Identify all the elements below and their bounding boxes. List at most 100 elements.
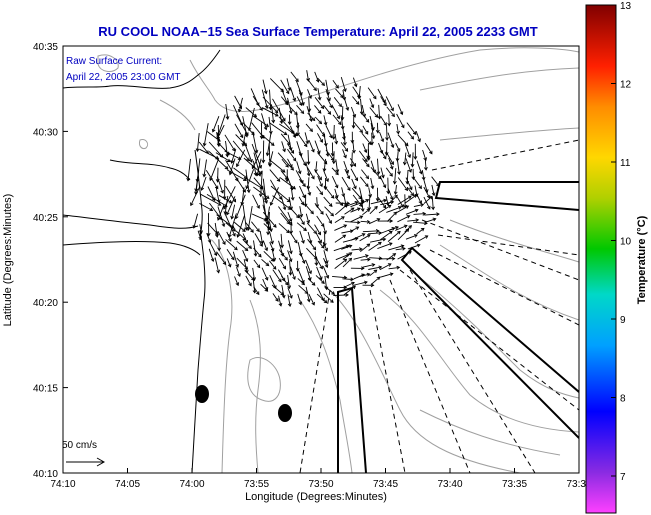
- current-vector-head: [215, 234, 219, 238]
- current-vector-head: [391, 256, 396, 261]
- current-vector-head: [378, 241, 382, 246]
- current-vector-head: [290, 166, 294, 171]
- current-vector-head: [372, 95, 377, 100]
- current-vector-head: [359, 203, 363, 208]
- current-vector-head: [192, 224, 197, 229]
- current-vector-head: [222, 241, 226, 245]
- current-vector-head: [224, 165, 229, 170]
- current-vector: [352, 86, 361, 98]
- current-vector: [323, 158, 327, 172]
- current-vector: [316, 197, 318, 208]
- bathymetry-contour: [249, 299, 261, 473]
- current-vector: [308, 97, 310, 112]
- current-vector-head: [389, 272, 394, 277]
- current-vector: [406, 169, 409, 184]
- current-vector: [306, 185, 311, 196]
- current-vector-head: [260, 240, 264, 245]
- current-vector-head: [337, 121, 342, 126]
- current-vector: [228, 213, 237, 238]
- current-vector-head: [210, 258, 215, 263]
- current-vector-head: [417, 138, 421, 143]
- bathymetry-contour: [247, 357, 281, 402]
- current-vector-head: [258, 253, 262, 258]
- current-vector: [233, 221, 246, 232]
- current-vector: [415, 130, 421, 142]
- current-vector-head: [334, 140, 339, 145]
- current-vector-head: [217, 247, 222, 252]
- current-vector-head: [243, 177, 247, 182]
- current-vector-head: [301, 260, 306, 265]
- current-vector: [278, 257, 286, 269]
- current-vector: [208, 248, 214, 262]
- current-vector-head: [359, 111, 364, 115]
- current-vector-head: [232, 198, 237, 203]
- current-vector: [238, 97, 243, 112]
- current-vector-head: [385, 137, 389, 141]
- current-vector-head: [306, 298, 311, 303]
- current-vector: [306, 70, 309, 82]
- colorbar-tick-label: 13: [620, 1, 632, 12]
- current-vector: [290, 71, 299, 82]
- current-vector: [334, 258, 347, 269]
- current-vector: [280, 79, 290, 94]
- current-vector-field: [186, 70, 440, 308]
- current-vector: [369, 257, 382, 259]
- current-vector-head: [242, 228, 246, 232]
- current-vector: [340, 142, 348, 152]
- current-vector: [431, 184, 435, 196]
- current-vector-head: [317, 96, 322, 101]
- current-vector-head: [306, 219, 311, 224]
- current-vector-head: [349, 229, 354, 234]
- current-vector-head: [261, 159, 266, 164]
- current-vector-head: [331, 136, 336, 140]
- current-vector: [316, 124, 326, 137]
- current-vector-head: [288, 218, 293, 223]
- current-vector: [252, 267, 255, 281]
- coastline-segment: [63, 49, 221, 89]
- current-vector: [232, 251, 239, 268]
- current-vector-head: [271, 119, 276, 124]
- current-vector-head: [343, 285, 348, 290]
- current-vector-head: [313, 87, 317, 92]
- current-vector: [396, 196, 404, 208]
- current-vector: [388, 157, 393, 170]
- current-vector-head: [276, 178, 281, 182]
- current-vector: [200, 193, 221, 206]
- current-vector: [388, 266, 400, 270]
- current-vector: [350, 168, 358, 181]
- current-vector: [362, 143, 367, 153]
- current-vector-head: [269, 228, 273, 233]
- current-vector: [269, 275, 277, 289]
- current-vector: [269, 122, 287, 135]
- current-vector: [296, 141, 302, 157]
- current-vector: [370, 199, 387, 205]
- current-vector: [335, 202, 350, 204]
- current-vector: [324, 285, 335, 295]
- current-vector: [344, 207, 355, 215]
- current-vector: [333, 294, 349, 296]
- current-vector: [272, 269, 282, 282]
- current-vector-head: [364, 254, 369, 258]
- current-vector-head: [190, 202, 194, 207]
- current-vector-head: [408, 186, 413, 191]
- current-vector-head: [321, 82, 325, 87]
- current-vector-head: [307, 191, 312, 196]
- current-vector: [423, 186, 430, 199]
- current-vector-head: [330, 299, 334, 303]
- current-vector-head: [357, 95, 362, 100]
- current-vector-head: [230, 215, 235, 220]
- current-vector: [424, 142, 433, 154]
- current-vector-head: [309, 128, 313, 133]
- current-vector-head: [265, 220, 270, 225]
- current-vector: [359, 234, 371, 242]
- current-vector: [295, 80, 303, 96]
- current-vector: [405, 234, 418, 240]
- current-vector-head: [390, 144, 395, 149]
- current-vector: [305, 266, 311, 281]
- current-vector-head: [243, 142, 248, 147]
- current-vector-head: [317, 110, 322, 114]
- current-vector: [278, 116, 295, 134]
- current-vector: [315, 161, 318, 173]
- current-vector-head: [207, 239, 212, 244]
- current-vector-head: [325, 178, 329, 183]
